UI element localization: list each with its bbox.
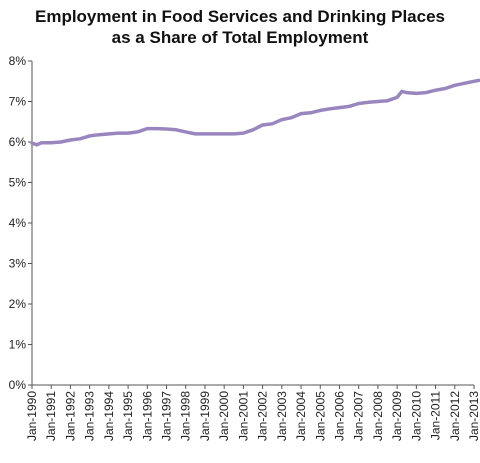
x-tick-label: Jan-2011 (429, 391, 443, 440)
x-axis: Jan-1990 Jan-1991 Jan-1992 Jan-1993 Jan-1994… (25, 384, 480, 441)
chart-title: Employment in Food Services and Drinking… (0, 6, 480, 48)
x-tick-label: Jan-2005 (313, 391, 327, 441)
x-tick-label: Jan-1992 (63, 391, 77, 441)
y-tick-label: 2% (9, 297, 27, 311)
x-tick-label: Jan-2003 (275, 391, 289, 441)
x-tick-label: Jan-1998 (179, 391, 193, 441)
y-tick-label: 7% (9, 95, 27, 109)
x-tick-label: Jan-2012 (448, 391, 462, 441)
y-tick-label: 8% (9, 54, 27, 68)
series-layer (30, 78, 480, 147)
x-tick-label: Jan-1999 (198, 391, 212, 441)
x-tick-label: Jan-2009 (390, 391, 404, 441)
x-tick-label: Jan-1990 (25, 391, 39, 441)
y-tick-label: 0% (9, 378, 27, 392)
x-tick-label: Jan-2008 (371, 391, 385, 441)
x-tick-label: Jan-2001 (236, 391, 250, 441)
x-tick-label: Jan-1993 (83, 391, 97, 441)
y-tick-label: 6% (9, 135, 27, 149)
y-tick-label: 4% (9, 216, 27, 230)
series-line (30, 78, 480, 147)
chart-title-line-1: Employment in Food Services and Drinking… (34, 7, 445, 26)
x-tick-label: Jan-1994 (102, 391, 116, 441)
x-tick-label: Jan-1996 (140, 391, 154, 441)
x-tick-label: Jan-2013 (467, 391, 480, 441)
y-tick-label: 5% (9, 176, 27, 190)
x-tick-label: Jan-2010 (409, 391, 423, 441)
x-tick-label: Jan-2004 (294, 391, 308, 441)
x-tick-label: Jan-2002 (256, 391, 270, 441)
x-tick-label: Jan-1995 (121, 391, 135, 441)
x-tick-label: Jan-1997 (160, 391, 174, 441)
x-tick-label: Jan-2006 (332, 391, 346, 441)
x-tick-label: Jan-2000 (217, 391, 231, 441)
y-axis: 0% 1% 2% 3% 4% 5% 6% 7% 8% (9, 54, 33, 392)
x-tick-label: Jan-1991 (44, 391, 58, 441)
x-tick-label: Jan-2007 (352, 391, 366, 441)
y-tick-label: 1% (9, 338, 27, 352)
y-tick-label: 3% (9, 257, 27, 271)
chart-title-line-2: as a Share of Total Employment (111, 28, 369, 47)
